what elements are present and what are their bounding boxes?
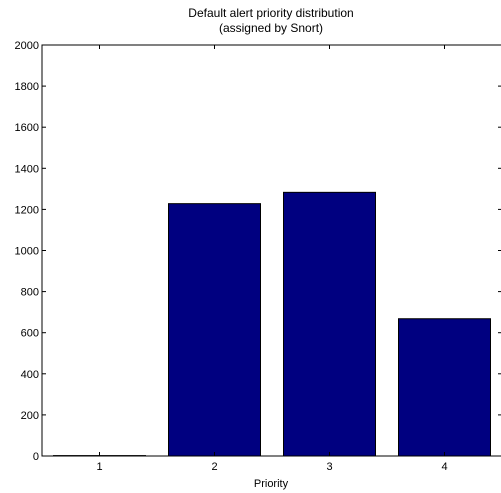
bar-priority-3 <box>283 191 376 457</box>
y-tick-label: 1800 <box>15 81 39 93</box>
x-tick-label: 4 <box>441 461 447 473</box>
bars-group <box>53 191 491 457</box>
y-tick-label: 200 <box>21 410 39 422</box>
y-tick-label: 400 <box>21 369 39 381</box>
x-axis-label: Priority <box>254 478 289 490</box>
chart-title: Default alert priority distribution <box>188 6 353 20</box>
x-tick-label: 3 <box>326 461 332 473</box>
x-tick-label: 1 <box>96 461 102 473</box>
y-tick-label: 600 <box>21 328 39 340</box>
x-tick-label: 2 <box>211 461 217 473</box>
x-axis: 1 2 3 4 <box>96 45 448 473</box>
y-tick-label: 1200 <box>15 204 39 216</box>
y-tick-label: 2000 <box>15 40 39 52</box>
y-tick-label: 1400 <box>15 163 39 175</box>
y-axis: 0 200 400 600 800 1000 1200 1400 1600 1800 2000 <box>15 40 501 463</box>
chart-subtitle: (assigned by Snort) <box>219 21 323 35</box>
bar-priority-4 <box>398 318 491 457</box>
bar-priority-2 <box>168 203 261 457</box>
y-tick-label: 1000 <box>15 246 39 258</box>
y-tick-label: 0 <box>33 451 39 463</box>
y-tick-label: 800 <box>21 287 39 299</box>
y-tick-label: 1600 <box>15 122 39 134</box>
